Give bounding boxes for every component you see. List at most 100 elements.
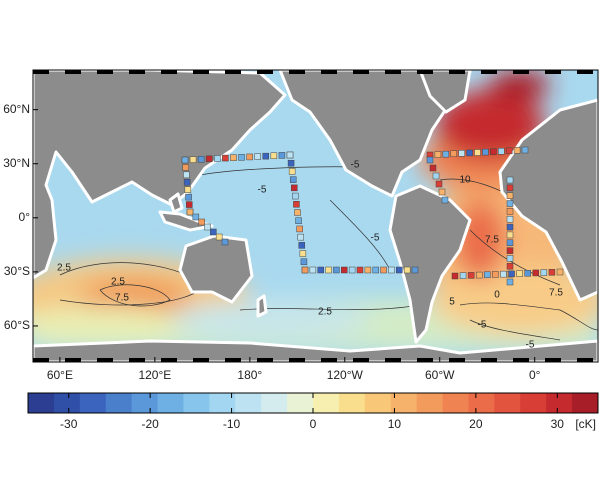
track-marker — [458, 150, 465, 157]
colorbar-segment — [209, 393, 236, 413]
colorbar-tick-label: -30 — [60, 417, 78, 431]
contour-label: 7.5 — [115, 293, 129, 304]
track-marker — [506, 215, 514, 223]
track-marker — [286, 151, 294, 159]
track-marker — [434, 151, 442, 158]
track-marker — [506, 223, 514, 231]
track-marker — [441, 196, 449, 204]
track-marker — [498, 148, 505, 155]
track-marker — [506, 247, 514, 254]
track-marker — [450, 150, 457, 157]
track-marker — [548, 269, 556, 276]
track-marker — [426, 156, 434, 164]
track-marker — [506, 239, 514, 247]
colorbar-segment — [53, 393, 81, 413]
contour-label: -5 — [371, 233, 380, 244]
track-marker — [317, 266, 324, 274]
track-marker — [475, 271, 483, 279]
map-axes: 60°E 120°E 180° 120°W 60°W 0° 60°N 30°N 0° 30°S 60… — [3, 102, 540, 382]
colorbar-segment — [468, 393, 495, 413]
track-marker — [466, 149, 473, 157]
track-marker — [293, 201, 300, 208]
track-marker — [333, 266, 340, 274]
track-marker — [556, 268, 564, 276]
contour-label: 7.5 — [485, 235, 499, 246]
track-marker — [524, 269, 531, 277]
track-marker — [254, 153, 261, 160]
track-marker — [492, 271, 499, 278]
track-marker — [238, 154, 245, 161]
colorbar-segment — [235, 393, 262, 413]
x-tick-label: 120°E — [138, 368, 171, 382]
track-marker — [513, 147, 521, 154]
track-marker — [192, 213, 200, 221]
colorbar-segment — [183, 393, 210, 413]
track-marker — [506, 192, 514, 199]
track-marker — [186, 208, 194, 216]
track-marker — [442, 150, 450, 158]
track-marker — [500, 270, 507, 278]
contour-labels: -5 -5 -5 10 7.5 7.5 7.5 2.5 2.5 2.5 0 -5 5 -5 — [57, 160, 563, 351]
track-marker — [183, 171, 190, 179]
x-tick-label: 0° — [529, 368, 541, 382]
track-marker — [278, 152, 286, 159]
track-marker — [197, 155, 205, 163]
track-marker — [185, 193, 192, 201]
track-marker — [222, 154, 229, 162]
track-marker — [429, 164, 437, 172]
track-marker — [341, 266, 348, 274]
y-tick-label: 60°N — [3, 102, 30, 116]
colorbar-segment — [442, 393, 469, 413]
track-marker — [184, 186, 192, 193]
track-marker — [451, 272, 459, 280]
track-marker — [246, 153, 253, 161]
map-frame — [32, 69, 599, 363]
track-marker — [287, 159, 295, 167]
colorbar-segment — [338, 393, 366, 413]
track-marker — [506, 263, 514, 270]
track-marker — [372, 266, 379, 274]
track-marker — [189, 156, 197, 163]
track-marker — [516, 270, 523, 277]
track-marker — [294, 209, 301, 216]
colorbar-segment — [546, 393, 573, 413]
y-tick-label: 60°S — [4, 318, 30, 332]
track-marker — [403, 266, 411, 274]
colorbar-segment — [131, 393, 159, 413]
contour-label: 2.5 — [318, 307, 332, 318]
track-marker — [467, 272, 475, 279]
track-marker — [380, 266, 387, 274]
track-marker — [506, 200, 514, 207]
track-marker — [299, 250, 307, 257]
colorbar-tick-label: 10 — [388, 417, 402, 431]
x-tick-label: 180° — [237, 368, 262, 382]
track-marker — [438, 188, 446, 196]
colorbar-tick-label: 20 — [469, 417, 483, 431]
track-marker — [490, 148, 497, 155]
track-marker — [296, 225, 303, 233]
colorbar-segment — [416, 393, 444, 413]
contour-label: 2.5 — [111, 277, 125, 288]
track-marker — [506, 208, 514, 215]
contour-label: -5 — [478, 320, 487, 331]
track-marker — [506, 231, 514, 239]
track-marker — [230, 154, 237, 161]
track-marker — [432, 172, 440, 180]
track-marker — [532, 269, 540, 277]
track-marker — [506, 184, 514, 192]
contour-label: 10 — [459, 175, 471, 186]
track-marker — [291, 184, 298, 192]
track-marker — [540, 269, 548, 276]
track-marker — [301, 266, 309, 274]
track-marker — [435, 180, 443, 188]
colorbar-segment — [520, 393, 547, 413]
y-tick-label: 30°N — [3, 156, 30, 170]
colorbar-segment — [261, 393, 288, 413]
contour-label: -5 — [526, 340, 535, 351]
track-marker — [295, 217, 302, 224]
x-tick-label: 120°W — [327, 368, 364, 382]
cruise-tracks — [181, 146, 564, 286]
contour-label: -5 — [258, 185, 267, 196]
track-marker — [289, 176, 297, 183]
track-marker — [508, 270, 515, 278]
